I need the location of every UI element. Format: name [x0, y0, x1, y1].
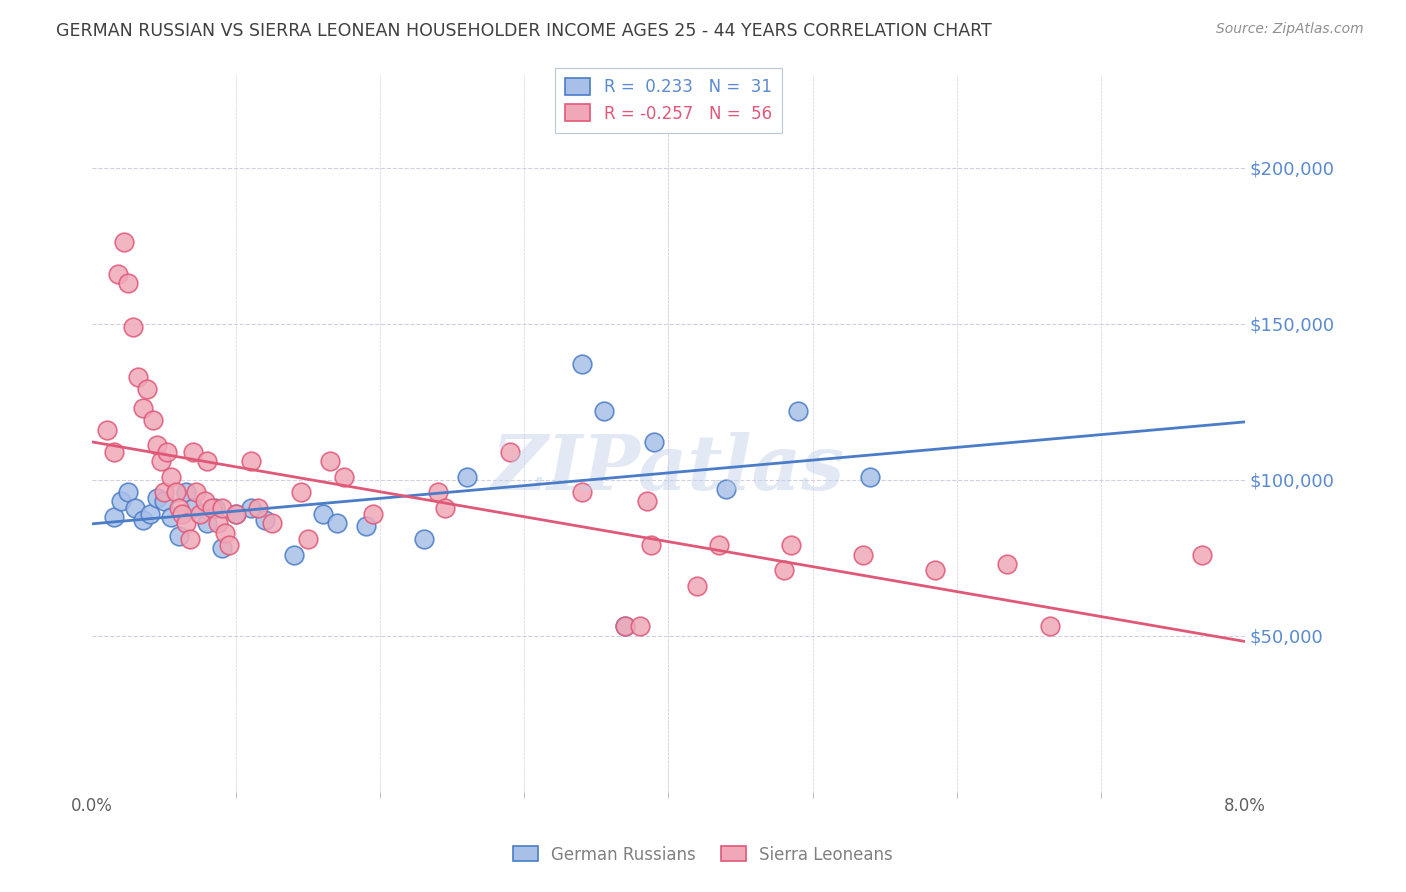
Point — [160, 469, 183, 483]
Point — [181, 444, 204, 458]
Point — [117, 485, 139, 500]
Point — [636, 494, 658, 508]
Point — [592, 404, 614, 418]
Point — [135, 382, 157, 396]
Legend: German Russians, Sierra Leoneans: German Russians, Sierra Leoneans — [506, 839, 900, 871]
Point — [103, 444, 125, 458]
Point — [156, 444, 179, 458]
Point — [319, 454, 342, 468]
Point — [110, 494, 132, 508]
Point — [124, 500, 146, 515]
Point — [283, 548, 305, 562]
Point — [290, 485, 312, 500]
Point — [354, 519, 377, 533]
Point — [142, 413, 165, 427]
Point — [499, 444, 522, 458]
Point — [127, 369, 149, 384]
Point — [239, 454, 262, 468]
Point — [197, 454, 219, 468]
Point — [312, 507, 335, 521]
Point — [150, 454, 173, 468]
Point — [1191, 548, 1213, 562]
Point — [780, 538, 803, 552]
Point — [153, 485, 176, 500]
Point — [107, 267, 129, 281]
Legend: R =  0.233   N =  31, R = -0.257   N =  56: R = 0.233 N = 31, R = -0.257 N = 56 — [555, 68, 782, 133]
Point — [262, 516, 284, 531]
Point — [707, 538, 730, 552]
Point — [170, 507, 193, 521]
Point — [117, 276, 139, 290]
Point — [333, 469, 356, 483]
Point — [207, 516, 229, 531]
Text: ZIPatlas: ZIPatlas — [492, 432, 845, 506]
Point — [96, 423, 118, 437]
Text: Source: ZipAtlas.com: Source: ZipAtlas.com — [1216, 22, 1364, 37]
Point — [852, 548, 875, 562]
Point — [211, 541, 233, 556]
Point — [361, 507, 384, 521]
Point — [686, 579, 709, 593]
Point — [197, 516, 219, 531]
Point — [131, 513, 153, 527]
Point — [614, 619, 637, 633]
Point — [254, 513, 277, 527]
Text: GERMAN RUSSIAN VS SIERRA LEONEAN HOUSEHOLDER INCOME AGES 25 - 44 YEARS CORRELATI: GERMAN RUSSIAN VS SIERRA LEONEAN HOUSEHO… — [56, 22, 993, 40]
Point — [204, 500, 226, 515]
Point — [112, 235, 135, 250]
Point — [165, 485, 187, 500]
Point — [139, 507, 162, 521]
Point — [146, 438, 169, 452]
Point — [628, 619, 651, 633]
Point — [211, 500, 233, 515]
Point — [131, 401, 153, 415]
Point — [1039, 619, 1062, 633]
Point — [218, 538, 240, 552]
Point — [640, 538, 662, 552]
Point — [412, 532, 434, 546]
Point — [225, 507, 247, 521]
Point — [924, 563, 946, 577]
Point — [326, 516, 349, 531]
Point — [184, 485, 207, 500]
Point — [214, 525, 236, 540]
Point — [167, 500, 190, 515]
Point — [787, 404, 810, 418]
Point — [772, 563, 794, 577]
Point — [456, 469, 478, 483]
Point — [859, 469, 882, 483]
Point — [174, 516, 197, 531]
Point — [246, 500, 269, 515]
Point — [188, 507, 211, 521]
Point — [614, 619, 637, 633]
Point — [146, 491, 169, 506]
Point — [153, 494, 176, 508]
Point — [297, 532, 319, 546]
Point — [225, 507, 247, 521]
Point — [167, 529, 190, 543]
Point — [121, 319, 143, 334]
Point — [714, 482, 737, 496]
Point — [571, 357, 593, 371]
Point — [239, 500, 262, 515]
Point — [434, 500, 457, 515]
Point — [643, 435, 665, 450]
Point — [426, 485, 449, 500]
Point — [179, 532, 201, 546]
Point — [995, 557, 1018, 571]
Point — [193, 494, 215, 508]
Point — [181, 500, 204, 515]
Point — [160, 510, 183, 524]
Point — [103, 510, 125, 524]
Point — [174, 485, 197, 500]
Point — [571, 485, 593, 500]
Point — [201, 500, 224, 515]
